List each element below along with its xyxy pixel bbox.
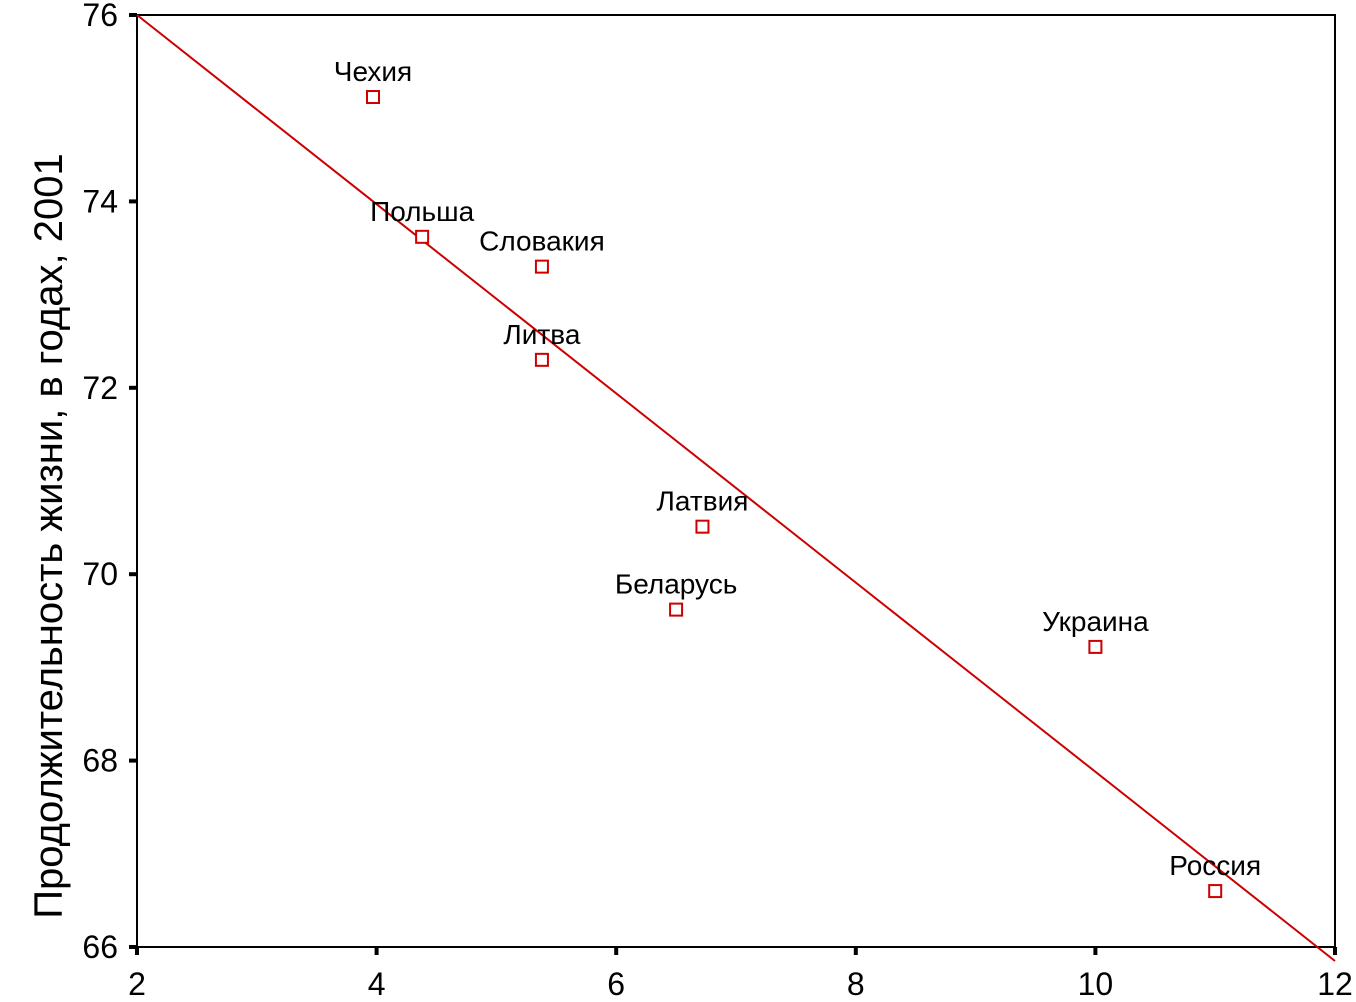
y-tick-label-72: 72 bbox=[82, 370, 118, 406]
point-label-1: Чехия bbox=[334, 56, 412, 87]
x-tick-label-10: 10 bbox=[1078, 966, 1114, 1002]
data-point-6 bbox=[669, 602, 684, 617]
point-label-5: Латвия bbox=[657, 486, 749, 517]
point-label-2: Польша bbox=[370, 196, 474, 227]
data-point-7 bbox=[1088, 639, 1103, 654]
x-tick-label-8: 8 bbox=[847, 966, 865, 1002]
point-label-7: Украина bbox=[1042, 606, 1149, 637]
fit-line-group bbox=[136, 14, 1336, 962]
y-tick-label-66: 66 bbox=[82, 929, 118, 965]
y-tick-label-74: 74 bbox=[82, 183, 118, 219]
point-label-3: Словакия bbox=[479, 226, 605, 257]
point-label-8: Россия bbox=[1169, 850, 1261, 881]
data-points bbox=[366, 90, 1223, 899]
data-point-3 bbox=[534, 259, 549, 274]
y-axis-label: Продолжительность жизни, в годах, 2001 bbox=[27, 153, 71, 918]
data-point-5 bbox=[695, 519, 710, 534]
plot-frame bbox=[136, 14, 1336, 948]
data-point-8 bbox=[1208, 884, 1223, 899]
y-tick-label-70: 70 bbox=[82, 556, 118, 592]
x-tick-label-12: 12 bbox=[1317, 966, 1353, 1002]
data-point-4 bbox=[534, 352, 549, 367]
point-label-6: Беларусь bbox=[615, 569, 737, 600]
x-tick-label-6: 6 bbox=[607, 966, 625, 1002]
axis-ticks bbox=[129, 13, 1337, 955]
point-label-4: Литва bbox=[503, 319, 580, 350]
data-point-1 bbox=[366, 90, 381, 105]
y-tick-label-76: 76 bbox=[82, 0, 118, 33]
regression-line bbox=[136, 14, 1336, 962]
y-tick-label-68: 68 bbox=[82, 743, 118, 779]
data-point-2 bbox=[415, 229, 430, 244]
x-tick-label-2: 2 bbox=[128, 966, 146, 1002]
x-tick-label-4: 4 bbox=[368, 966, 386, 1002]
